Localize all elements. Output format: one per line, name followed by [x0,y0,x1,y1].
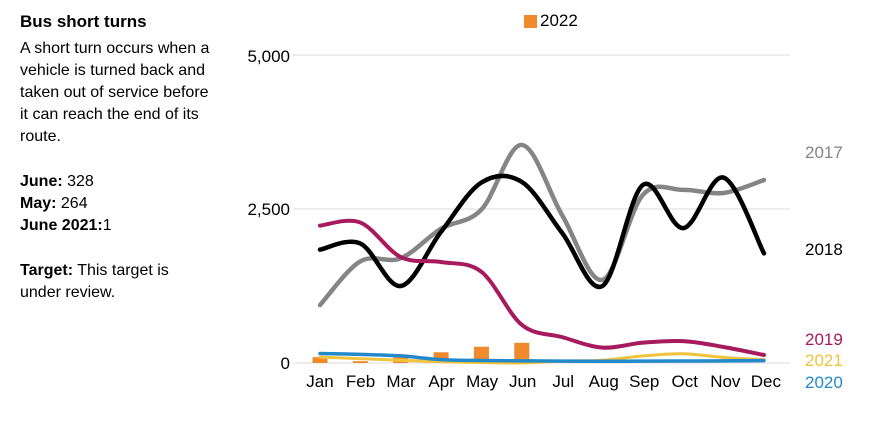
series-label-2019: 2019 [805,330,843,349]
stat-value: 1 [102,217,112,234]
stat-previous-month: May: 264 [20,193,212,215]
series-label-2018: 2018 [805,240,843,259]
stat-value: 264 [56,195,88,212]
series-label-2020: 2020 [805,373,843,392]
x-tick-jan: Jan [306,372,334,391]
x-tick-dec: Dec [750,372,781,391]
y-tick-0: 0 [280,354,290,373]
x-tick-mar: Mar [386,372,416,391]
series-label-2021: 2021 [805,351,843,370]
x-tick-aug: Aug [588,372,619,391]
legend-label-2022: 2022 [540,11,578,30]
bar-2022-Mar [393,354,409,363]
info-panel: Bus short turns A short turn occurs when… [20,12,212,304]
y-tick-2500: 2,500 [247,200,290,219]
x-tick-apr: Apr [428,372,455,391]
stat-value: 328 [62,173,94,190]
x-tick-jun: Jun [508,372,537,391]
stat-label: June 2021: [20,217,103,234]
target-text: This target is under review. [20,262,169,301]
line-2018 [317,173,767,290]
x-tick-feb: Feb [345,372,376,391]
target-note: Target: This target is under review. [20,260,212,304]
bar-2022-Jun [514,342,530,363]
line-2017 [317,142,767,308]
line-2019 [318,218,766,357]
x-axis: Jan Feb Mar Apr May Jun Jul Aug Sep Oct … [300,372,786,392]
x-tick-oct: Oct [671,372,698,391]
bar-2022-Apr [433,352,449,363]
bar-2022-Feb [352,361,368,363]
stat-current-month: June: 328 [20,171,212,193]
legend-swatch-2022 [524,14,537,28]
metric-description: A short turn occurs when a vehicle is tu… [20,40,210,145]
series-label-2017: 2017 [805,143,843,162]
x-tick-nov: Nov [710,372,741,391]
line-2020 [318,351,766,364]
stat-year-ago: June 2021:1 [20,215,212,237]
x-tick-jul: Jul [552,372,575,391]
x-tick-sep: Sep [629,372,660,391]
bar-2022-Jan [312,357,328,363]
page-title: Bus short turns [20,12,147,31]
target-label: Target: [20,262,74,279]
stat-label: May: [20,195,57,212]
y-tick-5000: 5,000 [247,47,290,66]
stats-block: June: 328 May: 264 June 2021:1 [20,171,212,237]
stat-label: June: [20,173,63,190]
legend: 2022 [524,11,578,31]
x-tick-may: May [466,372,499,391]
